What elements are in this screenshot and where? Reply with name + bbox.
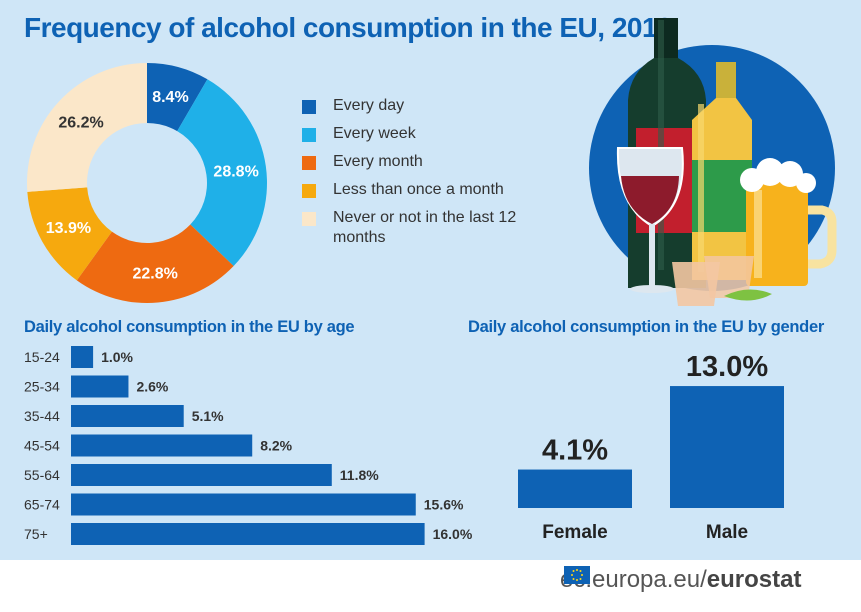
- age-category-label: 75+: [24, 526, 48, 542]
- age-bar-value-label: 16.0%: [433, 526, 473, 542]
- age-bar: [71, 375, 129, 398]
- age-category-label: 25-34: [24, 379, 60, 395]
- donut-slice-label: 8.4%: [152, 89, 188, 106]
- age-chart-title: Daily alcohol consumption in the EU by a…: [24, 318, 355, 336]
- legend-swatch: [302, 156, 316, 170]
- footer-brand: eurostat: [706, 566, 802, 593]
- donut-slice-label: 26.2%: [58, 115, 103, 132]
- age-bar: [71, 464, 332, 486]
- age-category-label: 15-24: [24, 349, 60, 365]
- beer-mug-icon: [740, 158, 837, 286]
- donut-slice-label: 28.8%: [213, 163, 258, 180]
- age-bar: [71, 434, 253, 457]
- gender-chart-title: Daily alcohol consumption in the EU by g…: [468, 318, 824, 336]
- gender-bar: [670, 386, 784, 508]
- age-category-label: 55-64: [24, 467, 60, 483]
- age-bar: [71, 493, 416, 516]
- donut-slice: [177, 79, 267, 267]
- age-bar-value-label: 11.8%: [340, 467, 379, 483]
- drinks-illustration: [589, 18, 837, 306]
- legend-label: Every day: [333, 97, 405, 114]
- age-category-label: 65-74: [24, 497, 60, 513]
- legend-label: Every week: [333, 125, 416, 142]
- wine-glass-icon: [616, 147, 684, 293]
- legend-swatch: [302, 212, 316, 226]
- donut-slice-label: 22.8%: [132, 266, 177, 283]
- gender-bar-value-label: 4.1%: [542, 435, 608, 467]
- bar-charts: 15-24 1.0% 25-34 2.6% 35-44 5.1% 45-54 8.2% 55-6…: [24, 346, 784, 545]
- legend-swatch: [302, 184, 316, 198]
- age-bar: [71, 405, 184, 427]
- gender-category-label: Female: [542, 522, 607, 543]
- eu-flag-icon: [564, 566, 590, 584]
- legend-label: Less than once a month: [333, 181, 504, 198]
- shot-glasses-icon: [672, 256, 772, 306]
- age-bar-value-label: 5.1%: [192, 408, 224, 424]
- whisky-bottle-icon: [692, 62, 752, 280]
- donut-slice: [27, 187, 112, 281]
- legend-label: Never or not in the last 12 months: [333, 209, 517, 246]
- gender-bar-value-label: 13.0%: [686, 351, 768, 383]
- donut-slice: [76, 224, 234, 304]
- gender-category-label: Male: [706, 522, 748, 543]
- donut-chart: 8.4% 28.8% 22.8% 13.9% 26.2%: [26, 63, 267, 304]
- age-bar-value-label: 15.6%: [424, 497, 464, 513]
- footer-source: ec.europa.eu/eurostat: [560, 566, 801, 594]
- gender-bar: [518, 469, 632, 508]
- age-bar: [71, 523, 425, 545]
- legend-swatch: [302, 100, 316, 114]
- legend-label: Every month: [333, 153, 423, 170]
- age-bar-value-label: 2.6%: [136, 379, 168, 395]
- legend-swatch: [302, 128, 316, 142]
- age-bar-value-label: 1.0%: [101, 349, 133, 365]
- age-category-label: 35-44: [24, 408, 60, 424]
- page-title: Frequency of alcohol consumption in the …: [24, 12, 673, 43]
- donut-slice: [147, 63, 208, 132]
- donut-slice-label: 13.9%: [46, 220, 91, 237]
- age-bar-value-label: 8.2%: [260, 438, 292, 454]
- age-bar: [71, 346, 94, 368]
- age-category-label: 45-54: [24, 438, 60, 454]
- donut-slice: [26, 63, 147, 192]
